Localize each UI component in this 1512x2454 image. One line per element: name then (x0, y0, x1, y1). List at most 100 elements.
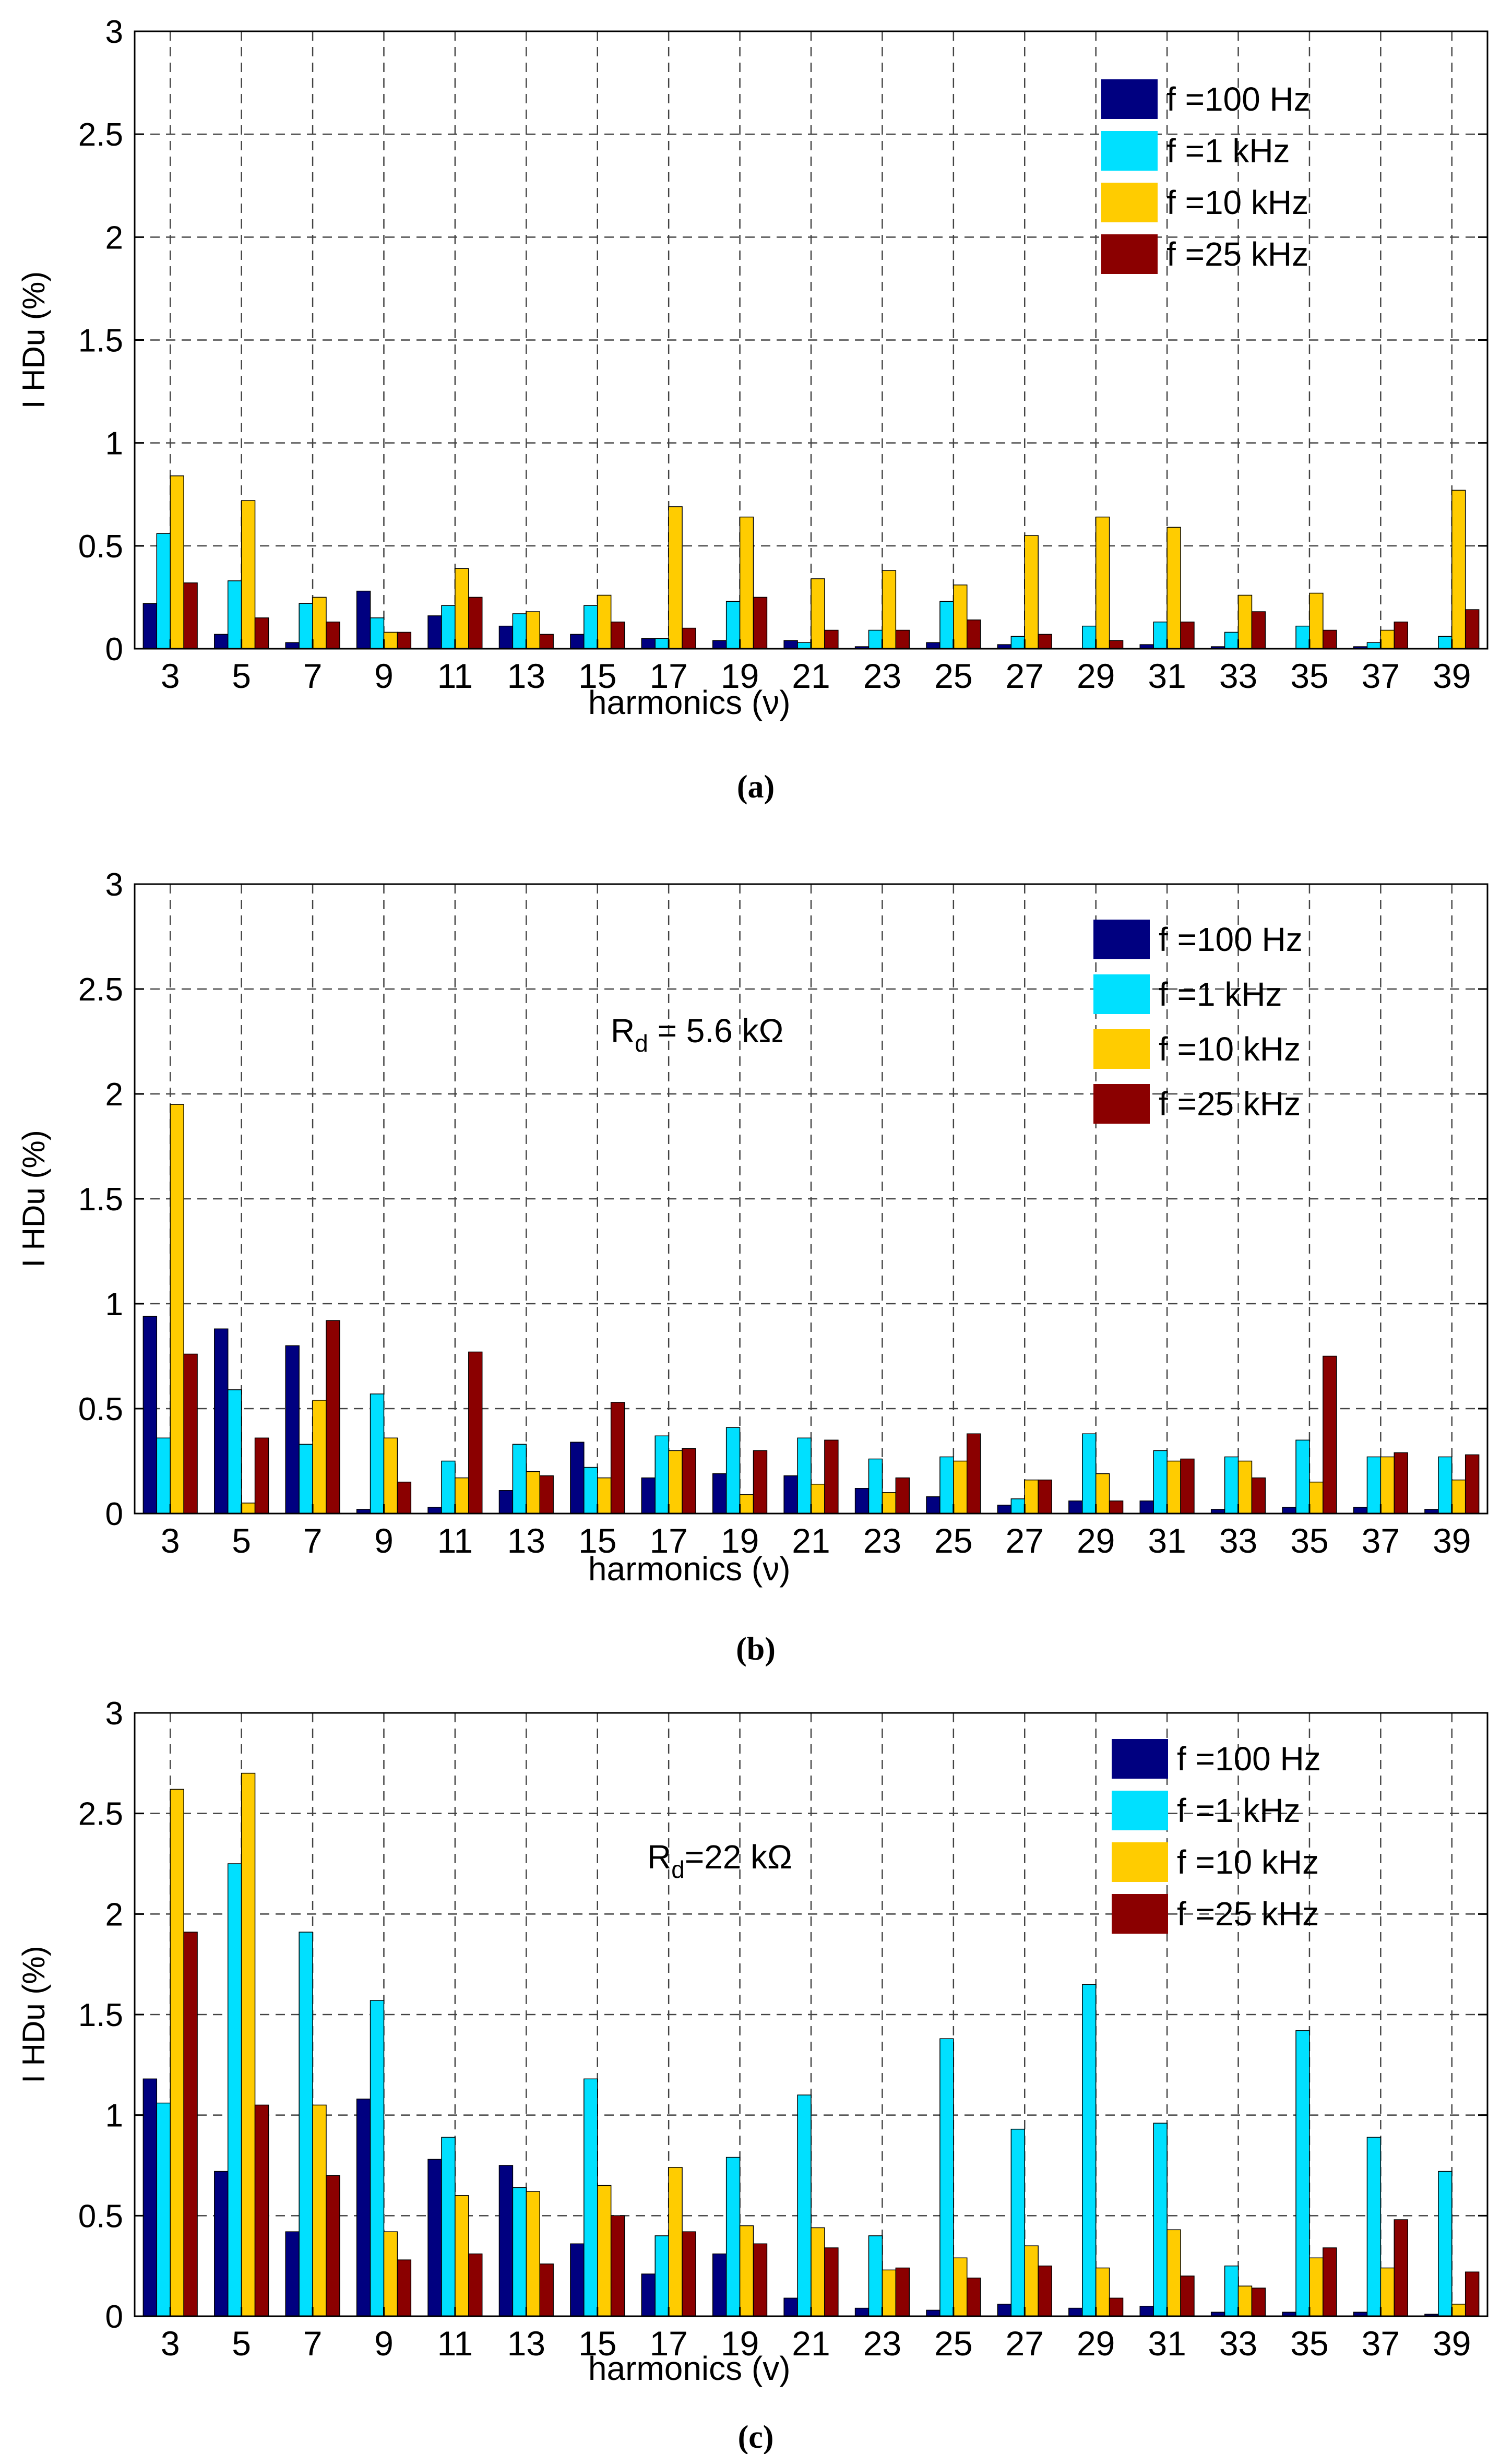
x-tick-label: 19 (721, 2324, 759, 2363)
bar (441, 1460, 456, 1514)
legend-swatch (1112, 1791, 1168, 1830)
legend-swatch (1112, 1842, 1168, 1882)
x-tick-label: 9 (374, 1521, 394, 1560)
bar (1380, 629, 1395, 649)
bar (895, 2267, 910, 2317)
bar (725, 601, 741, 649)
x-tick-label: 29 (1077, 2324, 1115, 2363)
bar (939, 2038, 954, 2317)
y-tick-label: 0.5 (78, 1391, 123, 1427)
legend-swatch (1112, 1739, 1168, 1779)
bar (597, 594, 612, 649)
legend-swatch (1093, 920, 1150, 959)
x-tick-label: 29 (1077, 657, 1115, 695)
bar (610, 1402, 625, 1514)
bar (498, 625, 514, 649)
bar (241, 1772, 256, 2317)
bar (610, 621, 625, 649)
legend-label: f =10 kHz (1177, 1843, 1319, 1881)
bar (654, 638, 669, 649)
bar (1038, 2265, 1052, 2317)
bar (854, 1488, 870, 1514)
bar (1180, 2276, 1195, 2317)
bar (142, 1316, 158, 1514)
panel-caption: (b) (736, 1631, 776, 1667)
x-tick-label: 39 (1433, 1521, 1471, 1560)
bar (1024, 2245, 1039, 2317)
bar (455, 568, 469, 649)
bar (783, 2297, 798, 2317)
bar (725, 1427, 741, 1514)
bar (142, 2078, 158, 2317)
x-tick-label: 23 (863, 657, 901, 695)
y-tick-label: 1.5 (78, 1182, 123, 1218)
bar (312, 1400, 327, 1514)
x-tick-label: 37 (1362, 2324, 1400, 2363)
bar (526, 2191, 540, 2317)
x-tick-label: 13 (507, 2324, 545, 2363)
bar (1309, 592, 1324, 649)
x-tick-label: 15 (578, 657, 616, 695)
bar (227, 580, 242, 649)
bar (1438, 1456, 1453, 1514)
bar (1380, 1456, 1395, 1514)
bar (183, 582, 198, 649)
y-tick-label: 0.5 (78, 2198, 123, 2234)
bar (811, 578, 825, 649)
bar (570, 2243, 585, 2317)
legend-swatch (1093, 974, 1150, 1014)
bar (156, 1437, 171, 1514)
bar (1082, 1433, 1097, 1514)
bar (1438, 636, 1453, 649)
bar (1038, 634, 1052, 649)
bar (312, 2104, 327, 2317)
bar (1394, 621, 1408, 649)
bar (1166, 2229, 1181, 2317)
y-tick-label: 1 (105, 2098, 123, 2134)
x-tick-label: 3 (161, 2324, 180, 2363)
bar (953, 1460, 968, 1514)
bar (1295, 625, 1310, 649)
bar (441, 2137, 456, 2317)
bar (370, 1393, 385, 1514)
bar (254, 1437, 269, 1514)
bar (997, 2304, 1012, 2317)
bar (926, 642, 940, 649)
y-axis-label: I HDu (%) (16, 1946, 51, 2083)
x-tick-label: 3 (161, 1521, 180, 1560)
bar (1451, 1479, 1466, 1514)
bar (811, 1483, 825, 1514)
bar (441, 605, 456, 649)
bar (1038, 1479, 1052, 1514)
bar (1109, 2297, 1124, 2317)
y-tick-label: 3 (105, 1696, 123, 1732)
y-tick-label: 3 (105, 867, 123, 903)
y-tick-label: 0.5 (78, 529, 123, 565)
bar (868, 1458, 883, 1514)
legend-label: f =25 kHz (1166, 235, 1308, 273)
x-tick-label: 27 (1006, 657, 1044, 695)
bar (641, 638, 656, 649)
bar (1323, 2247, 1337, 2317)
bar (882, 1492, 897, 1514)
legend-label: f =100 Hz (1177, 1740, 1321, 1778)
bar (1394, 1452, 1408, 1514)
bar (811, 2227, 825, 2317)
panel-c: 00.511.522.533 5 7 9 11 13 15 17 19 21 23 25 27 29 31 3… (16, 1696, 1489, 2454)
bar (783, 640, 798, 649)
bar (797, 1437, 812, 1514)
legend-swatch (1101, 79, 1158, 119)
bar (783, 1475, 798, 1514)
bar (356, 590, 371, 649)
bar (926, 1496, 940, 1514)
bar (712, 1473, 727, 1514)
bar (512, 613, 527, 649)
bar (170, 1789, 184, 2317)
x-tick-label: 31 (1148, 2324, 1186, 2363)
x-tick-label: 27 (1006, 2324, 1044, 2363)
bar (214, 2171, 229, 2317)
bar (739, 1494, 754, 1514)
bar (1251, 1477, 1266, 1514)
bar (254, 617, 269, 649)
bar (1082, 1984, 1097, 2317)
